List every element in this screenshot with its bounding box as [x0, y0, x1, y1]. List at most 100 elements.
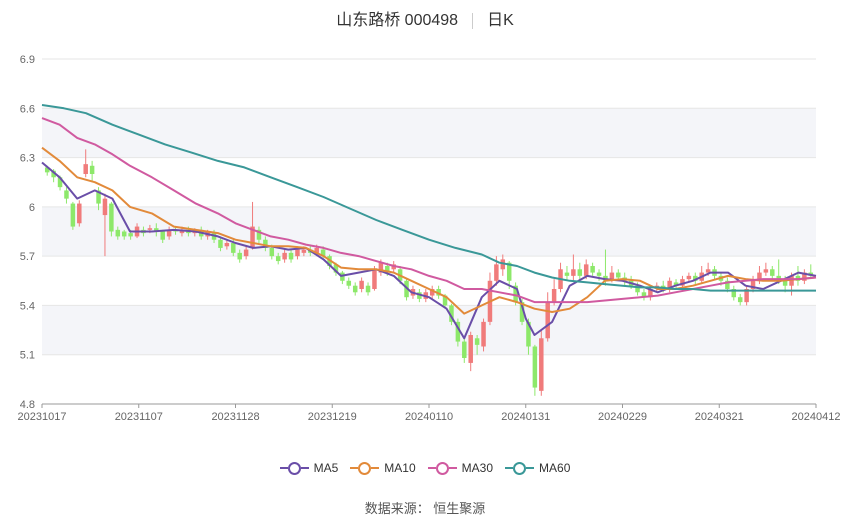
candle-body	[789, 275, 794, 286]
candle-body	[462, 341, 467, 358]
candle	[70, 201, 76, 230]
legend-line	[279, 467, 288, 469]
candle	[429, 285, 435, 299]
candle-body	[385, 266, 390, 273]
y-tick-label: 5.7	[20, 251, 35, 263]
candle-body	[539, 338, 544, 391]
candle	[89, 160, 95, 183]
candle-body	[763, 269, 769, 273]
ma-line-ma5	[41, 161, 817, 340]
candle	[282, 249, 287, 263]
candle-body	[89, 165, 95, 174]
candle-body	[218, 239, 223, 248]
candle-body	[166, 229, 172, 237]
candle-body	[513, 285, 518, 303]
legend-line	[427, 467, 436, 469]
candle-body	[693, 275, 698, 281]
candle-body	[686, 275, 692, 280]
candle-body	[731, 289, 737, 298]
candle-body	[802, 272, 807, 281]
title-divider	[472, 12, 474, 29]
candle-body	[667, 280, 672, 289]
candle	[481, 318, 486, 352]
candle-body	[320, 249, 326, 257]
candle-body	[275, 256, 281, 262]
legend-item-ma30[interactable]: MA30	[427, 461, 493, 475]
legend-item-ma10[interactable]: MA10	[350, 461, 416, 475]
candle-body	[725, 280, 730, 289]
candle	[77, 200, 82, 227]
candle-body	[577, 269, 583, 276]
candle-body	[417, 292, 422, 299]
y-tick-label: 6.6	[20, 103, 35, 115]
candle-body	[154, 228, 159, 232]
legend-item-ma5[interactable]: MA5	[279, 461, 338, 475]
candle	[455, 318, 461, 347]
x-tick-label: 20240412	[792, 411, 841, 423]
chart-title: 山东路桥 000498	[336, 12, 459, 29]
legend-marker	[358, 461, 372, 475]
candle	[359, 277, 364, 293]
candle	[551, 279, 557, 306]
candle	[558, 262, 563, 293]
candle-body	[571, 269, 576, 276]
candle	[346, 277, 352, 289]
candle	[673, 279, 679, 289]
candle-body	[263, 239, 268, 248]
candle	[243, 246, 249, 260]
period-label: 日K	[487, 12, 514, 29]
x-tick-label: 20231017	[18, 411, 67, 423]
candle	[474, 335, 480, 355]
legend-line	[300, 467, 309, 469]
candle-body	[590, 266, 595, 273]
candle	[487, 272, 493, 326]
candle	[770, 266, 775, 280]
candle	[237, 249, 242, 263]
x-tick-label: 20240110	[405, 411, 453, 423]
candle-body	[269, 247, 275, 257]
candle	[256, 226, 262, 243]
candle-body	[224, 243, 230, 247]
candle-body	[564, 272, 570, 276]
grid-band	[42, 108, 816, 158]
candle-body	[352, 285, 358, 293]
candle-body	[346, 280, 352, 286]
candle-body	[237, 252, 242, 260]
candle	[795, 266, 801, 286]
legend-marker	[287, 461, 301, 475]
candle	[737, 293, 743, 306]
candle	[539, 330, 544, 396]
legend-line	[350, 467, 359, 469]
candle-body	[83, 164, 88, 174]
legend-marker	[513, 461, 527, 475]
legend-item-ma60[interactable]: MA60	[505, 461, 570, 475]
y-tick-label: 5.1	[20, 350, 35, 362]
candle-body	[44, 167, 50, 173]
candle	[564, 266, 570, 281]
legend-line	[505, 467, 514, 469]
candle-body	[455, 321, 461, 342]
ma-line-ma10	[41, 146, 817, 315]
x-tick-label: 20231219	[308, 411, 357, 423]
candle-body	[288, 252, 294, 260]
grid-band	[42, 305, 816, 355]
candle-body	[314, 247, 319, 253]
ma-line-ma60	[41, 104, 816, 292]
chart-title-row: 山东路桥 000498 日K	[0, 6, 850, 30]
candle-body	[359, 280, 364, 289]
x-tick-label: 20240321	[695, 411, 744, 423]
grid	[42, 58, 816, 405]
candle	[121, 229, 127, 240]
candle-body	[51, 170, 56, 178]
candle	[641, 289, 647, 301]
candle-body	[442, 295, 448, 306]
candle-body	[545, 302, 550, 339]
candle	[96, 187, 101, 211]
candle	[64, 187, 69, 204]
candle-body	[770, 269, 775, 276]
candle-body	[641, 292, 647, 298]
candle-body	[635, 285, 640, 293]
candle-body	[705, 269, 711, 273]
candle-body	[128, 233, 133, 237]
candle-body	[115, 229, 121, 237]
